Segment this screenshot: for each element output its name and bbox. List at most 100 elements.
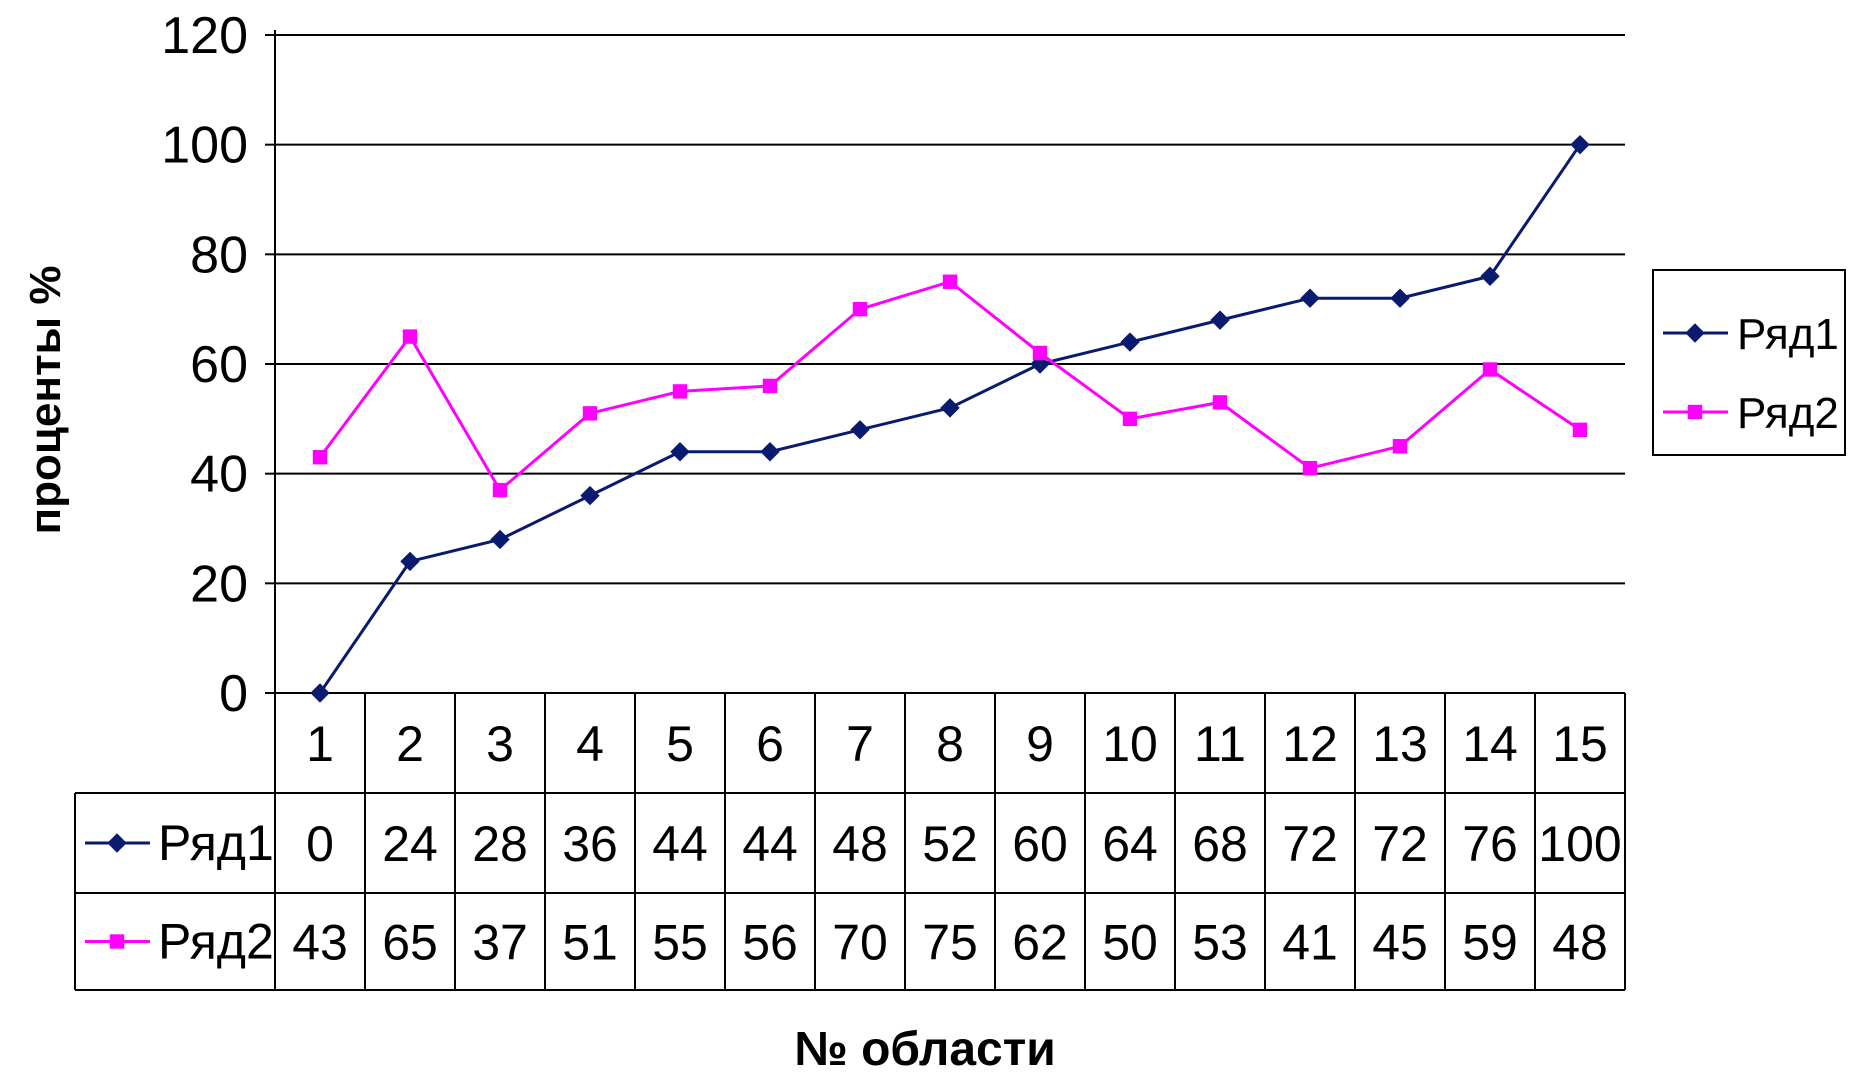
legend-key-marker: [1687, 404, 1703, 420]
table-cell-value: 36: [562, 816, 618, 872]
table-cell-value: 64: [1102, 816, 1158, 872]
table-cell-value: 50: [1102, 915, 1158, 971]
table-legend-key-marker: [109, 934, 125, 949]
table-cell-value: 48: [832, 816, 888, 872]
data-point: [1032, 345, 1048, 361]
x-category-label: 14: [1462, 716, 1518, 772]
x-category-label: 5: [666, 716, 694, 772]
legend-key-marker: [1685, 323, 1705, 343]
data-point: [1392, 439, 1408, 454]
x-category-label: 12: [1282, 716, 1338, 772]
table-cell-value: 48: [1552, 915, 1608, 971]
y-tick-label: 0: [219, 665, 248, 723]
x-category-label: 4: [576, 716, 604, 772]
y-axis-ticks: 0 20 40 60 80 100 120: [161, 7, 275, 723]
data-point: [670, 442, 690, 462]
table-legend-key-marker: [107, 833, 127, 853]
table-series-name: Ряд1: [158, 815, 274, 871]
series-1: [310, 134, 1590, 703]
table-cell-value: 44: [652, 816, 708, 872]
data-point: [1390, 288, 1410, 308]
table-cell-value: 59: [1462, 915, 1518, 971]
table-cell-value: 53: [1192, 915, 1248, 971]
table-cell-value: 41: [1282, 915, 1338, 971]
y-tick-label: 40: [190, 446, 248, 504]
x-category-label: 11: [1194, 716, 1246, 772]
table-cell-value: 65: [382, 915, 438, 971]
table-cell-value: 55: [652, 915, 708, 971]
data-point: [310, 683, 330, 703]
table-cell-value: 56: [742, 915, 798, 971]
y-tick-label: 20: [190, 555, 248, 613]
x-category-label: 1: [306, 716, 334, 772]
data-point: [1482, 362, 1498, 377]
y-tick-label: 120: [161, 7, 248, 65]
x-category-label: 8: [936, 716, 964, 772]
data-point: [1302, 460, 1318, 476]
table-cell-value: 72: [1282, 816, 1338, 872]
y-axis-title: проценты %: [21, 266, 70, 535]
data-point: [1300, 288, 1320, 308]
table-cell-value: 68: [1192, 816, 1248, 872]
table-cell-value: 62: [1012, 915, 1068, 971]
legend-box: [1652, 269, 1846, 456]
table-cell-value: 28: [472, 816, 528, 872]
x-category-label: 9: [1026, 716, 1054, 772]
data-point: [1572, 422, 1588, 437]
table-series-name: Ряд2: [158, 914, 274, 970]
table-cell-value: 51: [562, 915, 618, 971]
data-point: [672, 384, 688, 399]
x-category-label: 6: [756, 716, 784, 772]
table-cell-value: 72: [1372, 816, 1428, 872]
legend-item: Ряд1: [1663, 310, 1839, 359]
data-point: [1212, 395, 1228, 410]
data-point: [760, 442, 780, 462]
x-category-label: 13: [1372, 716, 1428, 772]
data-point: [940, 398, 960, 418]
y-tick-label: 100: [161, 117, 248, 175]
legend-item: Ряд2: [1663, 389, 1839, 438]
table-cell-value: 0: [306, 816, 334, 872]
y-tick-label: 80: [190, 226, 248, 284]
legend-label: Ряд1: [1737, 310, 1839, 359]
table-cell-value: 75: [922, 915, 978, 971]
x-axis-title: № области: [794, 1023, 1056, 1076]
table-cell-value: 100: [1538, 816, 1621, 872]
x-category-label: 7: [846, 716, 874, 772]
data-point: [762, 378, 778, 394]
data-point: [850, 420, 870, 440]
table-cell-value: 44: [742, 816, 798, 872]
data-point: [580, 485, 600, 506]
table-cell-value: 76: [1462, 816, 1518, 872]
table-cell-value: 52: [922, 816, 978, 872]
data-point: [942, 274, 958, 289]
data-point: [490, 529, 510, 550]
series-lines: [310, 134, 1590, 703]
x-category-label: 3: [486, 716, 514, 772]
table-cell-value: 43: [292, 915, 348, 971]
data-point: [582, 406, 598, 421]
legend: Ряд1 Ряд2: [1652, 269, 1846, 456]
x-category-label: 2: [396, 716, 424, 772]
table-cell-value: 37: [472, 915, 528, 971]
x-category-label: 15: [1552, 716, 1608, 772]
data-point: [312, 450, 328, 465]
gridlines: [275, 34, 1625, 694]
series-line: [318, 280, 1581, 493]
table-cell-value: 60: [1012, 816, 1068, 872]
x-category-label: 10: [1102, 716, 1158, 772]
data-point: [1122, 411, 1138, 427]
data-point: [402, 329, 418, 344]
data-point: [1120, 332, 1140, 352]
legend-label: Ряд2: [1737, 389, 1839, 438]
table-cell-value: 70: [832, 915, 888, 971]
data-point: [400, 551, 420, 572]
y-tick-label: 60: [190, 336, 248, 394]
data-point: [492, 482, 508, 498]
data-point: [1480, 266, 1500, 286]
data-point: [1210, 310, 1230, 330]
table-cell-value: 24: [382, 816, 438, 872]
table-cell-value: 45: [1372, 915, 1428, 971]
data-point: [852, 301, 868, 317]
